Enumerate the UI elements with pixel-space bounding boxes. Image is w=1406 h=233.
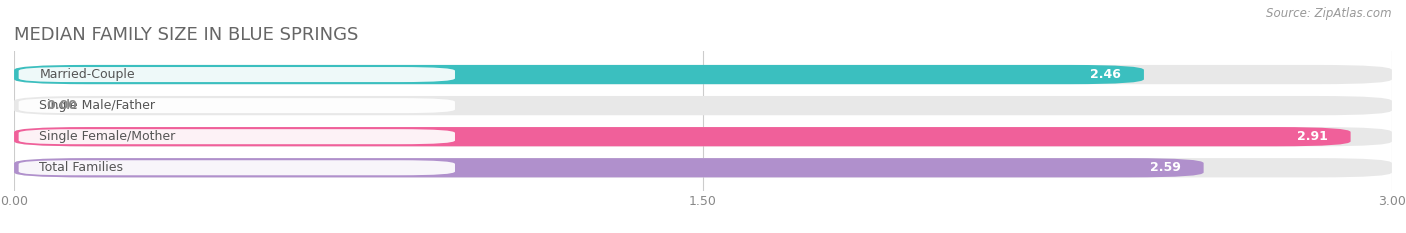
FancyBboxPatch shape: [14, 127, 1392, 146]
FancyBboxPatch shape: [14, 158, 1204, 177]
FancyBboxPatch shape: [14, 96, 1392, 115]
Text: Single Male/Father: Single Male/Father: [39, 99, 155, 112]
FancyBboxPatch shape: [18, 67, 456, 82]
FancyBboxPatch shape: [18, 98, 456, 113]
FancyBboxPatch shape: [14, 158, 1392, 177]
Text: 2.59: 2.59: [1150, 161, 1181, 174]
Text: Single Female/Mother: Single Female/Mother: [39, 130, 176, 143]
FancyBboxPatch shape: [14, 127, 1351, 146]
FancyBboxPatch shape: [14, 65, 1392, 84]
Text: 0.00: 0.00: [46, 99, 77, 112]
Text: 2.46: 2.46: [1090, 68, 1121, 81]
FancyBboxPatch shape: [18, 160, 456, 175]
Text: 2.91: 2.91: [1296, 130, 1327, 143]
Text: Total Families: Total Families: [39, 161, 124, 174]
Text: Married-Couple: Married-Couple: [39, 68, 135, 81]
Text: Source: ZipAtlas.com: Source: ZipAtlas.com: [1267, 7, 1392, 20]
FancyBboxPatch shape: [14, 65, 1144, 84]
FancyBboxPatch shape: [18, 129, 456, 144]
Text: MEDIAN FAMILY SIZE IN BLUE SPRINGS: MEDIAN FAMILY SIZE IN BLUE SPRINGS: [14, 26, 359, 44]
